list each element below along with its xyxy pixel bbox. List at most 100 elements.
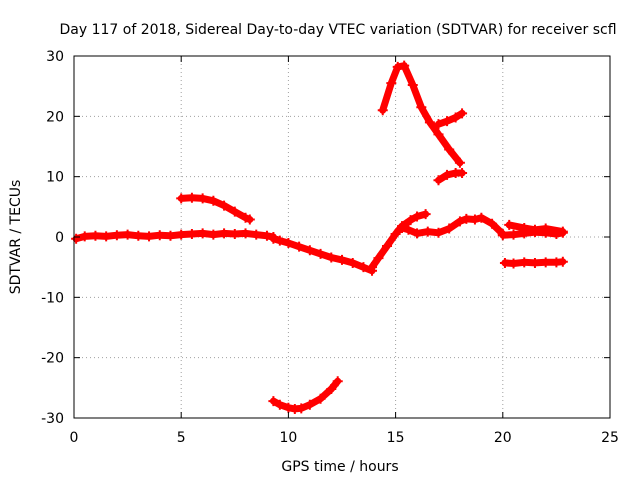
data-point bbox=[90, 230, 101, 241]
data-point bbox=[557, 256, 568, 267]
data-point bbox=[358, 262, 369, 273]
data-point bbox=[219, 228, 230, 239]
series-trace bbox=[435, 109, 466, 128]
data-point bbox=[251, 229, 262, 240]
data-point bbox=[79, 231, 90, 242]
data-point bbox=[268, 396, 279, 407]
data-point bbox=[101, 231, 112, 242]
data-point bbox=[219, 200, 230, 211]
y-axis-label: SDTVAR / TECUs bbox=[8, 180, 24, 295]
data-point bbox=[382, 241, 393, 252]
y-tick-label: 30 bbox=[46, 49, 64, 65]
data-point bbox=[326, 252, 337, 263]
data-point bbox=[229, 206, 240, 217]
data-point bbox=[274, 235, 285, 246]
data-point bbox=[304, 399, 315, 410]
data-point bbox=[420, 209, 431, 220]
data-point bbox=[261, 230, 272, 241]
data-point bbox=[540, 223, 551, 234]
data-point bbox=[476, 212, 487, 223]
data-series bbox=[268, 233, 378, 276]
data-point bbox=[433, 227, 444, 238]
data-point bbox=[296, 403, 307, 414]
data-point bbox=[454, 216, 465, 227]
data-point bbox=[450, 112, 461, 123]
data-series bbox=[268, 376, 343, 414]
data-point bbox=[469, 214, 480, 225]
x-axis-label: GPS time / hours bbox=[281, 459, 398, 475]
data-point bbox=[337, 254, 347, 265]
data-point bbox=[283, 238, 294, 249]
data-point bbox=[111, 230, 122, 241]
data-point bbox=[304, 245, 315, 256]
data-point bbox=[186, 228, 197, 239]
data-point bbox=[240, 228, 251, 239]
axis-ticks bbox=[73, 55, 611, 419]
x-tick-label: 10 bbox=[279, 430, 297, 446]
data-point bbox=[197, 228, 208, 239]
data-point bbox=[315, 248, 326, 259]
data-point bbox=[508, 229, 519, 240]
y-tick-label: -30 bbox=[41, 411, 64, 427]
x-tick-label: 0 bbox=[70, 430, 79, 446]
data-point bbox=[244, 214, 255, 225]
data-point bbox=[326, 384, 337, 395]
data-point bbox=[557, 226, 568, 237]
data-point bbox=[294, 241, 305, 252]
data-point bbox=[332, 376, 343, 387]
data-point bbox=[397, 222, 408, 233]
data-series bbox=[377, 60, 465, 168]
y-tick-label: -20 bbox=[41, 351, 64, 367]
y-tick-label: 0 bbox=[55, 230, 64, 246]
data-point bbox=[133, 230, 144, 241]
data-point bbox=[540, 257, 551, 268]
data-series bbox=[504, 219, 568, 237]
data-point bbox=[416, 102, 427, 113]
data-point bbox=[487, 218, 498, 229]
data-point bbox=[461, 213, 472, 224]
data-point bbox=[399, 60, 410, 71]
series-trace bbox=[368, 210, 430, 271]
data-point bbox=[504, 219, 515, 230]
data-point bbox=[154, 230, 165, 241]
data-point bbox=[405, 215, 416, 226]
data-point bbox=[433, 119, 444, 130]
data-point bbox=[208, 229, 219, 240]
data-series bbox=[433, 168, 468, 186]
data-point bbox=[373, 253, 384, 264]
y-tick-labels: -30 -20 -10 0 10 20 30 bbox=[41, 49, 64, 427]
x-tick-label: 25 bbox=[601, 430, 619, 446]
data-point bbox=[454, 157, 465, 168]
data-point bbox=[519, 257, 530, 268]
data-point bbox=[442, 116, 453, 127]
series-trace bbox=[379, 62, 464, 167]
data-point bbox=[208, 195, 219, 206]
chart-title: Day 117 of 2018, Sidereal Day-to-day VTE… bbox=[59, 22, 616, 38]
data-point bbox=[386, 78, 397, 89]
data-point bbox=[403, 224, 414, 235]
data-point bbox=[412, 211, 423, 222]
data-point bbox=[433, 129, 444, 140]
x-tick-label: 5 bbox=[177, 430, 186, 446]
x-tick-label: 15 bbox=[387, 430, 405, 446]
data-point bbox=[529, 224, 540, 235]
data-point bbox=[529, 257, 540, 268]
x-tick-labels: 0 5 10 15 20 25 bbox=[70, 430, 619, 446]
data-point bbox=[176, 229, 187, 240]
data-point bbox=[186, 192, 197, 203]
data-series bbox=[433, 108, 468, 130]
data-point bbox=[457, 108, 468, 119]
data-point bbox=[444, 223, 455, 234]
data-point bbox=[424, 117, 435, 128]
y-tick-label: 20 bbox=[46, 109, 64, 125]
data-series bbox=[499, 256, 568, 269]
data-point bbox=[122, 229, 133, 240]
data-series bbox=[71, 228, 279, 244]
data-point bbox=[165, 230, 176, 241]
data-point bbox=[442, 169, 453, 180]
data-point bbox=[433, 175, 444, 186]
data-point bbox=[176, 193, 187, 204]
data-point bbox=[508, 258, 519, 269]
data-point bbox=[499, 257, 510, 268]
